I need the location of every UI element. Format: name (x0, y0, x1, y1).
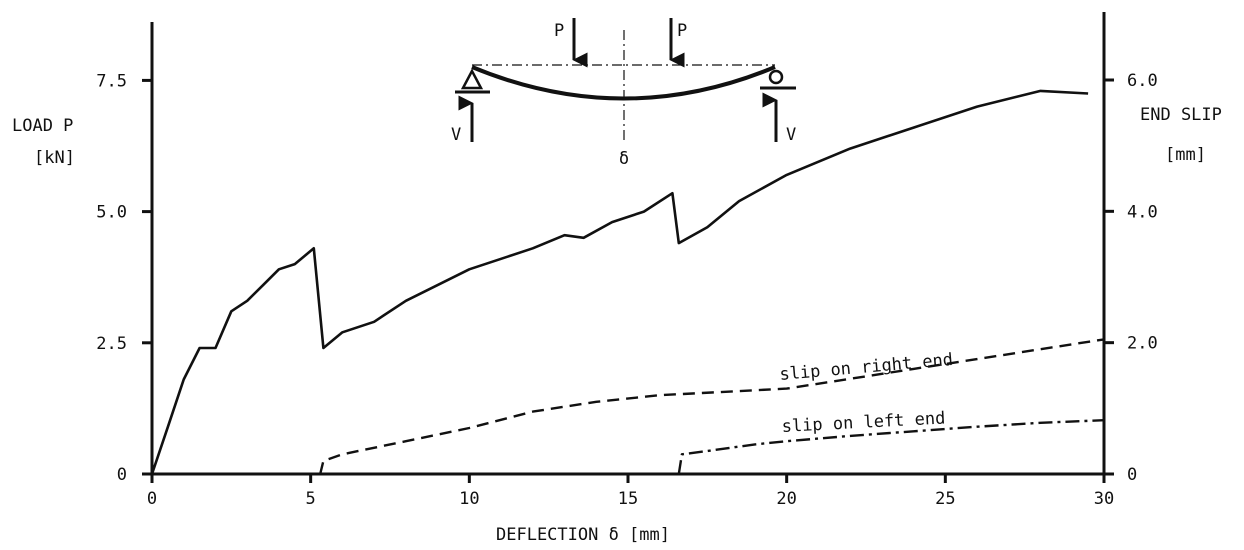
series-line-slip-right (319, 338, 1105, 475)
x-axis-ticks: 0 5 10 15 20 25 30 (147, 474, 1114, 509)
right-tick-label: 4.0 (1127, 202, 1158, 222)
deflection-label: δ (619, 149, 629, 169)
right-axis-title-line1: END SLIP (1140, 105, 1222, 125)
left-axis-title-line2: [kN] (34, 148, 75, 168)
series-line-slip-left (677, 419, 1105, 475)
x-tick-label: 30 (1094, 489, 1114, 509)
left-tick-label: 0 (117, 465, 127, 485)
annotation-slip-left: slip on left end (781, 408, 946, 437)
left-tick-label: 7.5 (96, 71, 127, 91)
right-axis-title-line2: [mm] (1165, 145, 1206, 165)
right-tick-label: 2.0 (1127, 334, 1158, 354)
reaction-label-right: V (786, 125, 796, 145)
x-tick-label: 20 (776, 489, 796, 509)
x-tick-label: 25 (935, 489, 955, 509)
x-tick-label: 0 (147, 489, 157, 509)
right-tick-label: 6.0 (1127, 71, 1158, 91)
left-tick-label: 5.0 (96, 203, 127, 223)
left-axis-title-line1: LOAD P (12, 116, 73, 136)
series-line-load (150, 89, 1089, 475)
x-axis-title: DEFLECTION δ [mm] (496, 525, 670, 545)
roller-support-icon (768, 69, 784, 85)
annotation-slip-right: slip on right end (779, 350, 954, 385)
pin-support-icon (460, 68, 484, 90)
load-label-left: P (554, 21, 564, 41)
x-tick-label: 5 (306, 489, 316, 509)
load-label-right: P (677, 21, 687, 41)
left-tick-label: 2.5 (96, 334, 127, 354)
beam-schematic-inset: P P V V δ (451, 18, 796, 169)
x-tick-label: 10 (459, 489, 479, 509)
right-tick-label: 0 (1127, 465, 1137, 485)
reaction-label-left: V (451, 125, 461, 145)
x-tick-label: 15 (618, 489, 638, 509)
left-axis-ticks: 0 2.5 5.0 7.5 (96, 71, 152, 485)
deflected-beam (471, 65, 776, 101)
series-layer (150, 89, 1105, 475)
right-axis-ticks: 0 2.0 4.0 6.0 (1104, 71, 1158, 485)
